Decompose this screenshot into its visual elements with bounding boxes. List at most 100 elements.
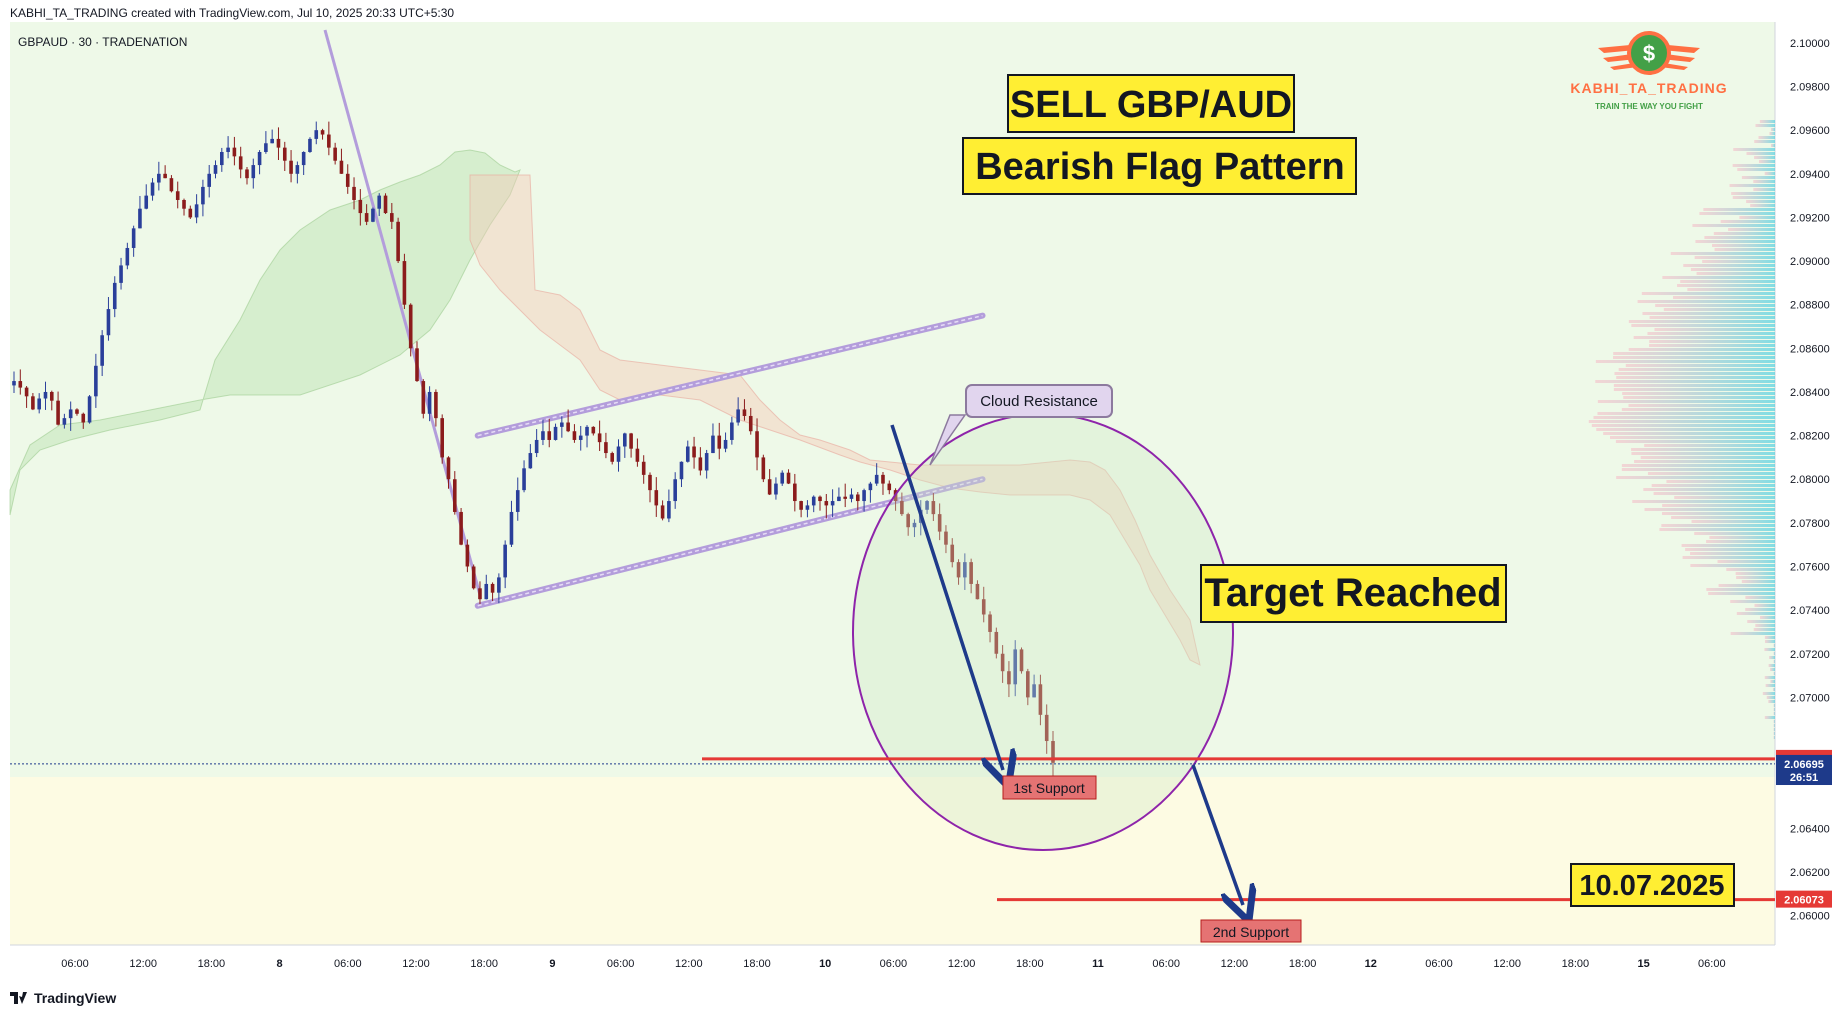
price-tick-label: 2.07000 [1790, 692, 1830, 704]
cloud-resistance-callout[interactable]: Cloud Resistance [929, 384, 1113, 466]
candle-body [585, 426, 589, 436]
candle-body [43, 391, 48, 399]
volume-profile-bar [1769, 656, 1775, 659]
volume-profile-bar [1690, 268, 1775, 271]
volume-profile-bar [1623, 396, 1775, 399]
price-tick-label: 2.08600 [1790, 343, 1830, 355]
volume-profile-bar [1653, 492, 1775, 495]
candle-body [654, 490, 659, 506]
price-tick-label: 2.09600 [1790, 125, 1830, 137]
symbol-label[interactable]: GBPAUD · 30 · TRADENATION [18, 35, 188, 49]
volume-profile-bar [1750, 204, 1775, 207]
volume-profile-bar [1680, 280, 1775, 283]
candle-body [793, 483, 797, 502]
candle-body [201, 186, 205, 205]
sell-label[interactable]: SELL GBP/AUD [1007, 74, 1295, 133]
volume-profile-bar [1708, 592, 1775, 595]
volume-profile-bar [1631, 448, 1775, 451]
volume-profile-bar [1673, 296, 1775, 299]
candle-body [704, 453, 709, 471]
candle-body [81, 413, 86, 423]
volume-profile-bar [1773, 672, 1775, 675]
price-tick-label: 2.08200 [1790, 431, 1830, 443]
candle-body [264, 143, 268, 152]
date-label-box [1570, 863, 1735, 907]
volume-profile-bar [1729, 184, 1775, 187]
candle-body [805, 505, 810, 510]
move-arrow-1[interactable] [890, 424, 1003, 770]
volume-profile-bar [1753, 180, 1775, 183]
volume-profile-bar [1593, 416, 1775, 419]
candle-body [408, 304, 413, 349]
candle-body [1000, 653, 1005, 672]
candle-body [849, 494, 854, 499]
candle-body [1026, 671, 1030, 698]
candle-body [144, 195, 149, 209]
candle-body [969, 562, 973, 584]
candle-body [509, 511, 514, 545]
candle-body [1007, 671, 1011, 685]
candle-body [591, 426, 596, 434]
bearish-flag-channel[interactable] [474, 312, 986, 609]
price-tag-label: 2.06695 [1784, 759, 1824, 771]
candle-body [868, 483, 873, 491]
volume-profile-bar [1631, 452, 1775, 455]
volume-profile-bar [1595, 360, 1775, 363]
volume-profile-bar [1621, 464, 1775, 467]
candle-body [37, 398, 41, 410]
candle-body [975, 583, 980, 600]
volume-profile-bar [1616, 376, 1775, 379]
volume-profile-bar [1695, 240, 1775, 243]
volume-profile-bar [1769, 132, 1775, 135]
flag-lower-line-inner [477, 478, 983, 607]
candle-body [62, 418, 67, 425]
volume-profile-bar [1706, 540, 1775, 543]
volume-profile-bar [1647, 472, 1775, 475]
volume-profile-bar [1728, 228, 1775, 231]
candle-body [604, 442, 608, 454]
candle-body [811, 496, 816, 506]
candle-body [824, 501, 829, 506]
volume-profile-bar [1739, 216, 1775, 219]
support1-tag[interactable]: 1st Support [1002, 775, 1097, 800]
price-tick-label: 2.07800 [1790, 518, 1830, 530]
time-tick-label: 12:00 [1493, 958, 1521, 970]
volume-profile-bar [1771, 128, 1775, 131]
volume-profile-bar [1754, 140, 1775, 143]
candle-body [547, 431, 552, 440]
volume-profile-bar [1616, 476, 1775, 479]
volume-profile-bar [1766, 696, 1775, 699]
volume-profile-bar [1736, 576, 1775, 579]
move-arrow-2[interactable] [1191, 764, 1243, 905]
volume-profile-bar [1666, 480, 1775, 483]
candle-body [723, 439, 728, 449]
volume-profile-bar [1670, 252, 1775, 255]
pattern-label[interactable]: Bearish Flag Pattern [962, 137, 1357, 195]
candle-body [515, 490, 520, 512]
time-axis[interactable]: 06:00 12:00 18:00 8 06:00 12:00 18:00 9 06:00 12:… [61, 958, 1725, 970]
volume-profile-bar [1647, 332, 1775, 335]
footer-brand: TradingView [34, 990, 117, 1006]
candle-body [767, 479, 772, 495]
price-axis[interactable]: 2.10000 2.09800 2.09600 2.09400 2.09200 2.090… [1790, 38, 1830, 923]
candle-body [320, 130, 325, 135]
volume-profile-bar [1694, 256, 1775, 259]
volume-profile-bar [1735, 572, 1775, 575]
target-reached-label[interactable]: Target Reached [1200, 564, 1507, 623]
time-tick-label: 06:00 [1152, 958, 1180, 970]
date-label[interactable]: 10.07.2025 [1570, 863, 1735, 907]
candle-body [780, 472, 785, 484]
volume-profile-bar [1764, 676, 1775, 679]
support2-tag[interactable]: 2nd Support [1200, 919, 1302, 943]
candle-body [157, 173, 161, 183]
candle-body [182, 199, 186, 209]
volume-profile-bar [1662, 504, 1775, 507]
time-tick-label: 15 [1637, 958, 1649, 970]
candle-body [371, 208, 375, 222]
candle-body [188, 208, 193, 218]
candle-body [352, 186, 356, 200]
candle-body [383, 195, 388, 214]
candle-body [327, 134, 331, 148]
cloud-resistance-label: Cloud Resistance [980, 393, 1098, 410]
